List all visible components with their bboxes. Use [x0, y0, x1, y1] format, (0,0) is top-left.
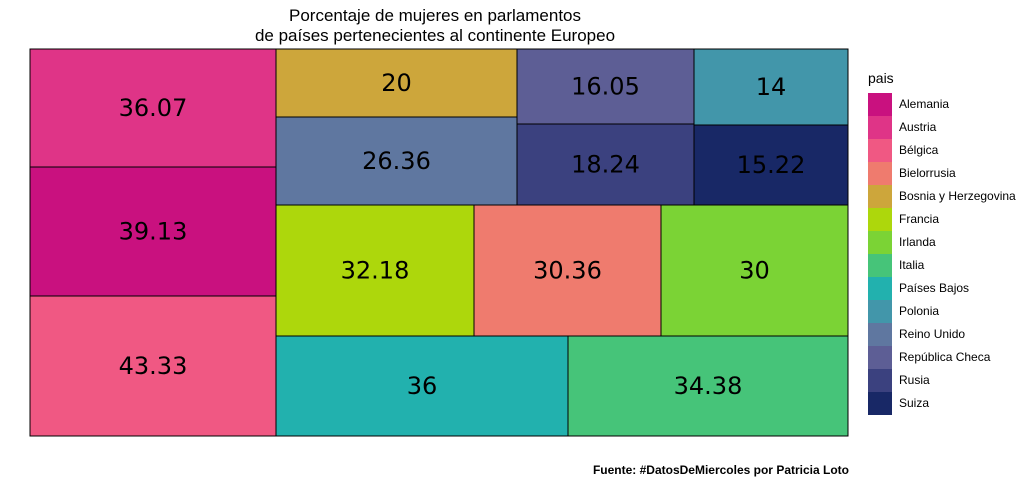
tile-belgica	[29, 295, 277, 437]
legend-swatch	[868, 185, 892, 208]
legend-swatch	[868, 162, 892, 185]
legend-label: Países Bajos	[899, 281, 970, 295]
caption: Fuente: #DatosDeMiercoles por Patricia L…	[592, 463, 849, 477]
tile-label-francia: 32.18	[341, 257, 410, 285]
legend-swatch	[868, 323, 892, 346]
tile-label-suiza: 15.22	[737, 151, 806, 179]
chart-title-line-2: de países pertenecientes al continente E…	[254, 26, 616, 45]
tile-label-rusia: 18.24	[571, 151, 640, 179]
tile-rusia	[516, 123, 695, 206]
tile-label-reino-unido: 26.36	[362, 147, 431, 175]
legend-label: Francia	[899, 212, 940, 226]
legend-label: Irlanda	[899, 235, 936, 249]
tile-label-republica-checa: 16.05	[571, 73, 640, 101]
legend-swatch	[868, 139, 892, 162]
tile-label-irlanda: 30	[739, 257, 770, 285]
legend-label: Austria	[899, 120, 937, 134]
legend-swatch	[868, 369, 892, 392]
tile-bielorrusia	[473, 204, 662, 337]
legend-label: Bosnia y Herzegovina	[899, 189, 1016, 203]
tile-label-belgica: 43.33	[119, 352, 188, 380]
legend-swatch	[868, 392, 892, 415]
legend-label: República Checa	[899, 350, 991, 364]
legend-label: Bielorrusia	[899, 166, 956, 180]
tile-label-italia: 34.38	[674, 372, 743, 400]
tile-label-alemania: 39.13	[119, 218, 188, 246]
legend-label: Polonia	[899, 304, 940, 318]
legend-swatch	[868, 231, 892, 254]
tile-label-paises-bajos: 36	[407, 372, 438, 400]
tile-label-austria: 36.07	[119, 94, 188, 122]
tile-francia	[275, 204, 475, 337]
tile-austria	[29, 48, 277, 168]
tile-reino-unido	[275, 116, 518, 206]
legend-label: Italia	[899, 258, 925, 272]
tile-irlanda	[660, 204, 849, 337]
legend-label: Suiza	[899, 396, 930, 410]
legend-label: Alemania	[899, 97, 950, 111]
tile-polonia	[693, 48, 849, 126]
tile-label-polonia: 14	[756, 73, 787, 101]
chart-title-line-1: Porcentaje de mujeres en parlamentos	[289, 6, 581, 25]
legend-label: Reino Unido	[899, 327, 966, 341]
legend-swatch	[868, 277, 892, 300]
tile-label-bosnia-y-herzegovina: 20	[381, 69, 412, 97]
legend-swatch	[868, 254, 892, 277]
legend-swatch	[868, 208, 892, 231]
tile-republica-checa	[516, 48, 695, 125]
legend-label: Rusia	[899, 373, 930, 387]
panel-border	[29, 48, 849, 437]
legend-label: Bélgica	[899, 143, 939, 157]
legend-swatch	[868, 93, 892, 116]
tile-suiza	[693, 124, 849, 206]
legend-swatch	[868, 300, 892, 323]
legend-title: pais	[868, 70, 894, 86]
tile-label-bielorrusia: 30.36	[533, 257, 602, 285]
legend-swatch	[868, 116, 892, 139]
legend-swatch	[868, 346, 892, 369]
